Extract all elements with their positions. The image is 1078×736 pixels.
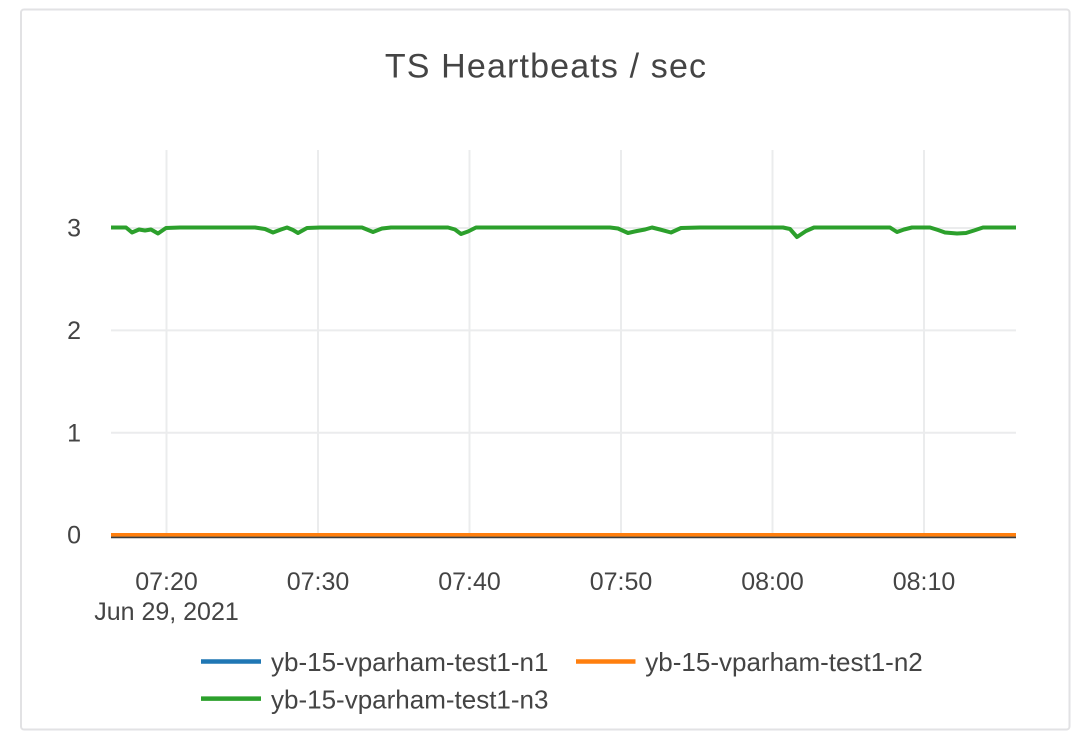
svg-text:08:10: 08:10	[893, 568, 956, 596]
svg-text:07:20: 07:20	[135, 568, 198, 596]
svg-text:07:40: 07:40	[438, 568, 501, 596]
svg-text:2: 2	[67, 317, 81, 345]
svg-text:08:00: 08:00	[741, 568, 804, 596]
svg-text:3: 3	[67, 215, 81, 243]
svg-text:yb-15-vparham-test1-n3: yb-15-vparham-test1-n3	[271, 684, 548, 714]
svg-text:TS Heartbeats / sec: TS Heartbeats / sec	[385, 48, 707, 86]
svg-text:Jun 29, 2021: Jun 29, 2021	[94, 598, 239, 626]
svg-text:yb-15-vparham-test1-n1: yb-15-vparham-test1-n1	[271, 647, 548, 677]
svg-text:1: 1	[67, 419, 81, 447]
svg-text:07:30: 07:30	[287, 568, 350, 596]
svg-text:yb-15-vparham-test1-n2: yb-15-vparham-test1-n2	[645, 647, 922, 677]
svg-text:07:50: 07:50	[590, 568, 653, 596]
svg-text:0: 0	[67, 522, 81, 550]
